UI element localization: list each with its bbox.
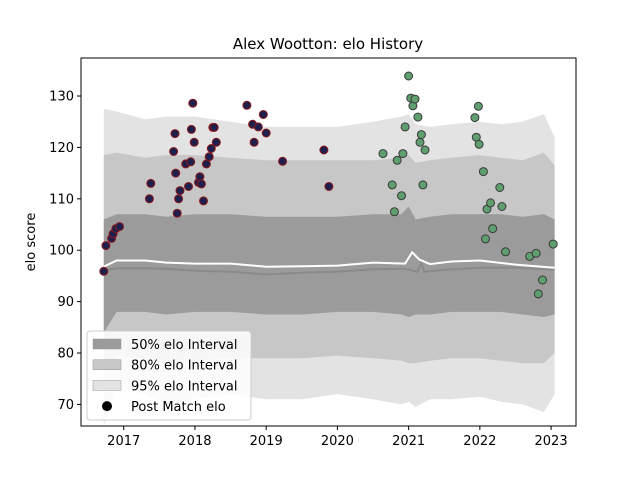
post-match-elo-point (174, 194, 184, 204)
post-match-elo-point (416, 130, 426, 140)
mean-elo-line (103, 250, 555, 269)
post-match-elo-point (533, 289, 543, 299)
x-tick-label: 2018 (178, 434, 211, 449)
post-match-elo-point (501, 247, 510, 257)
legend-swatch-50-elo-interval (92, 338, 122, 350)
y-tick-label: 100 (49, 244, 74, 259)
post-match-elo-point (488, 224, 498, 234)
y-tick-label: 110 (49, 192, 74, 207)
post-match-elo-point (115, 222, 124, 232)
x-tick-label: 2021 (392, 434, 425, 449)
post-match-elo-point (495, 183, 505, 192)
x-tick-label: 2017 (107, 434, 140, 449)
post-match-elo-point (175, 186, 185, 196)
post-match-elo-point (404, 71, 414, 81)
legend: 50% elo Interval 80% elo Interval 95% elo … (86, 330, 252, 421)
chart-title: Alex Wootton: elo History (233, 35, 423, 53)
y-tick-label: 120 (49, 141, 74, 156)
post-match-elo-point (486, 198, 495, 208)
band-50-elo-interval (103, 206, 555, 333)
post-match-elo-point (538, 275, 547, 285)
post-match-elo-point (400, 122, 410, 132)
post-match-elo-point (195, 172, 205, 182)
post-match-elo-point (387, 180, 397, 190)
post-match-elo-point (204, 152, 214, 162)
post-match-elo-point (196, 179, 206, 189)
post-match-elo-point (99, 266, 109, 276)
post-match-elo-point (470, 113, 480, 123)
x-tick-label: 2022 (463, 434, 496, 449)
post-match-elo-point (378, 149, 388, 159)
legend-marker-post-match-elo (102, 401, 112, 412)
post-match-elo-point (169, 147, 179, 156)
legend-box (86, 330, 252, 421)
median-elo-line (103, 260, 555, 276)
post-match-elo-point (397, 191, 406, 201)
post-match-elo-point (420, 145, 430, 155)
post-match-elo-point (389, 207, 399, 217)
y-tick-label: 90 (57, 295, 74, 310)
post-match-elo-point (249, 137, 259, 147)
post-match-elo-point (199, 196, 208, 206)
x-tick-label: 2019 (250, 434, 283, 449)
legend-swatch-80-elo-interval (92, 359, 122, 370)
post-match-elo-point (184, 182, 193, 191)
post-match-elo-point (324, 182, 334, 191)
post-match-elo-point (242, 100, 252, 110)
post-match-elo-point (481, 234, 490, 244)
y-tick-label: 130 (49, 90, 74, 105)
post-match-elo-point (474, 139, 484, 149)
y-axis-label: elo score (24, 213, 39, 272)
post-match-elo-point (278, 156, 288, 166)
x-tick-label: 2020 (321, 434, 354, 449)
legend-label: Post Match elo (131, 400, 226, 415)
post-match-elo-point (186, 124, 196, 134)
y-tick-label: 80 (57, 347, 74, 362)
post-match-elo-point (473, 101, 483, 111)
post-match-elo-point (398, 149, 408, 159)
post-match-elo-point (146, 178, 156, 188)
post-match-elo-point (144, 194, 154, 204)
post-match-elo-point (413, 112, 423, 122)
post-match-elo-point (261, 128, 271, 138)
post-match-elo-point (101, 241, 111, 251)
post-match-elo-point (415, 137, 425, 147)
post-match-elo-point (418, 180, 428, 190)
post-match-elo-point (186, 157, 196, 167)
legend-swatch-95-elo-interval (92, 380, 122, 391)
post-match-elo-point (548, 239, 558, 249)
axes-frame (80, 57, 577, 427)
post-match-elo-point (258, 110, 268, 119)
post-match-elo-point (478, 167, 488, 177)
y-tick-label: 70 (57, 398, 74, 413)
post-match-elo-point (410, 94, 420, 104)
post-match-elo-point (319, 145, 329, 155)
post-match-elo-point (172, 208, 182, 218)
legend-label: 80% elo Interval (131, 359, 238, 374)
post-match-elo-point (531, 248, 541, 258)
post-match-elo-point (206, 144, 216, 153)
post-match-elo-point (211, 137, 221, 147)
post-match-elo-point (170, 129, 180, 139)
post-match-elo-point (209, 122, 219, 132)
legend-label: 50% elo Interval (131, 338, 238, 353)
post-match-elo-point (392, 155, 402, 165)
x-axis: 2017 2018 2019 2020 2021 2022 2023 (107, 426, 568, 449)
y-axis: 70 80 90 100 110 120 130 (49, 90, 81, 413)
post-match-elo-point (189, 137, 199, 147)
post-match-elo-point (253, 122, 263, 132)
post-match-elo-point (188, 98, 198, 108)
post-match-elo-point (497, 202, 507, 211)
legend-label: 95% elo Interval (131, 379, 238, 394)
post-match-elo-point (171, 168, 181, 178)
x-tick-label: 2023 (535, 434, 568, 449)
